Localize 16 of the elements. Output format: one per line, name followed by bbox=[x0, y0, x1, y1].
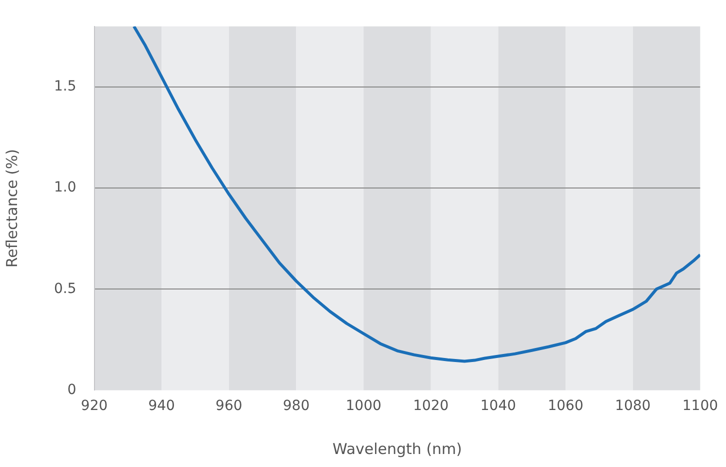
x-tick-label: 1060 bbox=[548, 398, 584, 414]
x-tick-label: 940 bbox=[148, 398, 175, 414]
x-tick-label: 1000 bbox=[346, 398, 382, 414]
y-tick-label: 0 bbox=[67, 382, 76, 398]
x-axis-title: Wavelength (nm) bbox=[332, 440, 462, 458]
x-tick-label: 980 bbox=[282, 398, 310, 414]
x-tick-label: 1100 bbox=[682, 398, 718, 414]
x-tick-label: 1020 bbox=[413, 398, 449, 414]
y-tick-label: 1.0 bbox=[54, 180, 76, 196]
x-tick-label: 920 bbox=[80, 398, 108, 414]
x-tick-label: 1080 bbox=[615, 398, 651, 414]
y-axis-title: Reflectance (%) bbox=[2, 148, 21, 268]
y-tick-label: 0.5 bbox=[54, 280, 76, 297]
x-tick-label: 1040 bbox=[480, 398, 516, 414]
y-tick-label: 1.5 bbox=[54, 78, 76, 95]
x-tick-label: 960 bbox=[216, 398, 242, 414]
